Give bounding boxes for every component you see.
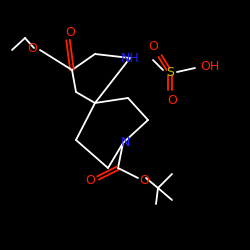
Text: O: O [148, 40, 158, 54]
Text: O: O [85, 174, 95, 186]
Text: O: O [139, 174, 149, 186]
Text: N: N [120, 136, 130, 149]
Text: NH: NH [120, 52, 140, 64]
Text: S: S [166, 66, 174, 78]
Text: O: O [167, 94, 177, 106]
Text: O: O [65, 26, 75, 38]
Text: OH: OH [200, 60, 220, 74]
Text: O: O [27, 42, 37, 54]
